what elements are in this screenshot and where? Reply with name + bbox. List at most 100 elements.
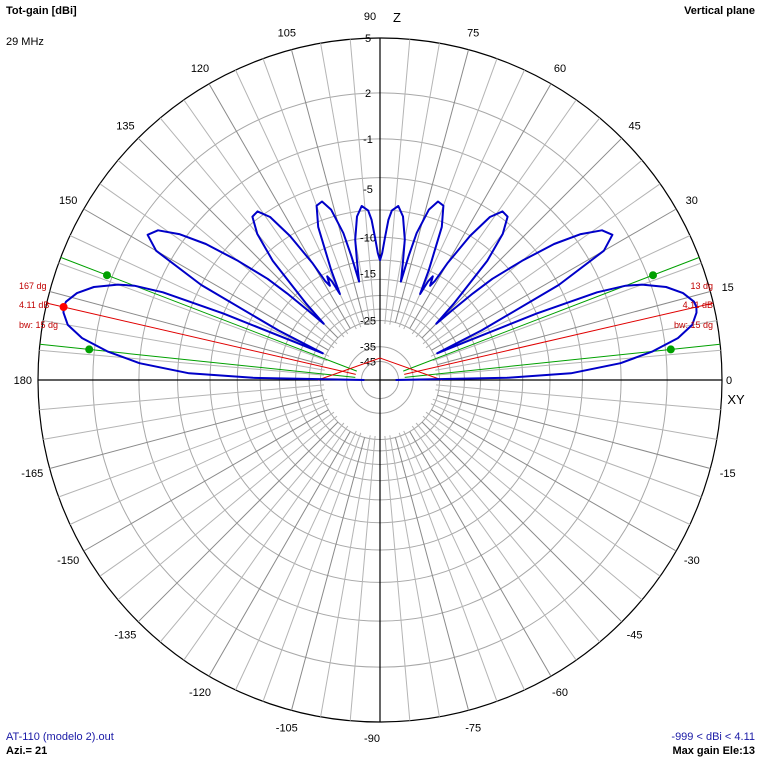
grid-spoke <box>291 49 366 323</box>
vertical-axis-label: Z <box>393 10 401 25</box>
gain-range: -999 < dBi < 4.11 <box>671 731 755 743</box>
lobe-label-left: bw: 15 dg <box>19 320 58 330</box>
grid-spoke <box>421 137 623 339</box>
lobe-label-left: 167 dg <box>19 281 47 291</box>
lobe-label-left: 4.11 dB <box>19 300 49 310</box>
half-power-marker <box>666 345 675 354</box>
angle-tick-label: -75 <box>465 723 481 735</box>
frequency-label: 29 MHz <box>6 36 44 48</box>
grid-spoke <box>83 409 329 552</box>
grid-spoke <box>99 183 335 349</box>
grid-spoke <box>208 431 351 677</box>
grid-spoke <box>83 208 329 351</box>
peak-line <box>404 302 714 375</box>
grid-spoke <box>422 415 643 601</box>
grid-spoke <box>435 320 717 371</box>
grid-spoke <box>415 422 601 643</box>
grid-spoke <box>422 159 643 345</box>
radial-tick-label: -25 <box>360 316 376 328</box>
grid-spoke <box>49 291 323 366</box>
grid-spoke <box>159 422 345 643</box>
grid-spoke <box>421 421 623 623</box>
grid-spoke <box>69 403 330 525</box>
quantity-label: Tot-gain [dBi] <box>6 5 77 17</box>
grid-spoke <box>430 403 691 525</box>
grid-spoke <box>389 435 440 717</box>
angle-tick-label: 15 <box>722 282 734 294</box>
lobe-markers <box>59 271 675 354</box>
grid-spoke <box>384 39 411 325</box>
angle-tick-label: -30 <box>684 555 700 567</box>
radial-tick-labels: 52-1-5-10-15-25-35-45 <box>360 33 376 368</box>
angle-tick-label: -90 <box>364 733 380 745</box>
grid-spoke <box>117 159 338 345</box>
radial-tick-label: -5 <box>363 184 373 196</box>
grid-spoke <box>389 43 440 325</box>
angle-tick-label: -60 <box>552 687 568 699</box>
grid-spoke <box>432 262 702 362</box>
lobe-annotations: 13 dg 4.11 dB bw: 15 dg 167 dg 4.11 dB bw: 15… <box>19 281 713 330</box>
angle-tick-label: 120 <box>191 63 209 75</box>
angle-tick-label: 75 <box>467 27 479 39</box>
horizontal-axis-label: XY <box>727 392 745 407</box>
grid-spoke <box>183 99 349 335</box>
grid-spoke <box>43 320 325 371</box>
half-power-marker <box>649 271 657 280</box>
lobe-label-right: 4.11 dB <box>683 300 713 310</box>
radial-tick-label: -10 <box>360 232 376 244</box>
angle-tick-label: -150 <box>57 555 79 567</box>
angle-tick-label: 0 <box>726 375 732 387</box>
grid-spoke <box>58 262 328 362</box>
grid-spoke <box>39 349 325 376</box>
pattern-trace <box>62 200 698 381</box>
angle-tick-label: -135 <box>114 630 136 642</box>
angle-tick-label: 90 <box>364 11 376 23</box>
grid-spoke <box>159 117 345 338</box>
grid-spoke <box>137 137 339 339</box>
angle-tick-label: -45 <box>627 630 643 642</box>
grid-spoke <box>262 58 362 328</box>
grid-spoke <box>394 437 469 711</box>
grid-spoke <box>411 99 577 335</box>
grid-spoke <box>432 398 702 498</box>
angle-tick-label: -105 <box>276 723 298 735</box>
grid-spoke <box>320 435 371 717</box>
grid-spoke <box>137 421 339 623</box>
grid-spoke <box>183 425 349 661</box>
grid-spoke <box>411 425 577 661</box>
grid-spoke <box>208 83 351 329</box>
grid-spoke <box>349 39 376 325</box>
half-power-marker <box>85 345 94 354</box>
lobe-label-right: 13 dg <box>690 281 713 291</box>
radiation-pattern <box>62 200 698 381</box>
grid-spoke <box>437 291 711 366</box>
angle-tick-labels: 0 15 30 45 60 75 90 105 120 135 150 180 -165 -150 -135… <box>14 11 736 745</box>
grid-spoke <box>69 235 330 357</box>
grid-spoke <box>49 394 323 469</box>
peak-line <box>46 302 356 375</box>
grid-spoke <box>235 430 357 691</box>
grid-spoke <box>425 411 661 577</box>
grid-spoke <box>430 235 691 357</box>
grid-spoke <box>262 432 362 702</box>
angle-tick-label: -120 <box>189 687 211 699</box>
radial-tick-label: 2 <box>365 88 371 100</box>
grid-spoke <box>409 431 552 677</box>
radial-tick-label: -35 <box>360 342 376 354</box>
grid-spoke <box>431 208 677 351</box>
angle-tick-label: 30 <box>686 195 698 207</box>
radial-tick-label: 5 <box>365 33 371 45</box>
grid-spoke <box>435 349 721 376</box>
angle-tick-label: 105 <box>278 27 296 39</box>
grid-spoke <box>43 389 325 440</box>
grid-spoke <box>398 432 498 702</box>
grid-spoke <box>398 58 498 328</box>
radial-tick-label: -1 <box>363 134 373 146</box>
grid-spoke <box>431 409 677 552</box>
grid-spoke <box>425 183 661 349</box>
file-name: AT-110 (modelo 2).out <box>6 731 114 743</box>
polar-axes: Z XY <box>38 10 745 722</box>
angle-tick-label: -165 <box>21 468 43 480</box>
grid-spoke <box>435 384 721 411</box>
